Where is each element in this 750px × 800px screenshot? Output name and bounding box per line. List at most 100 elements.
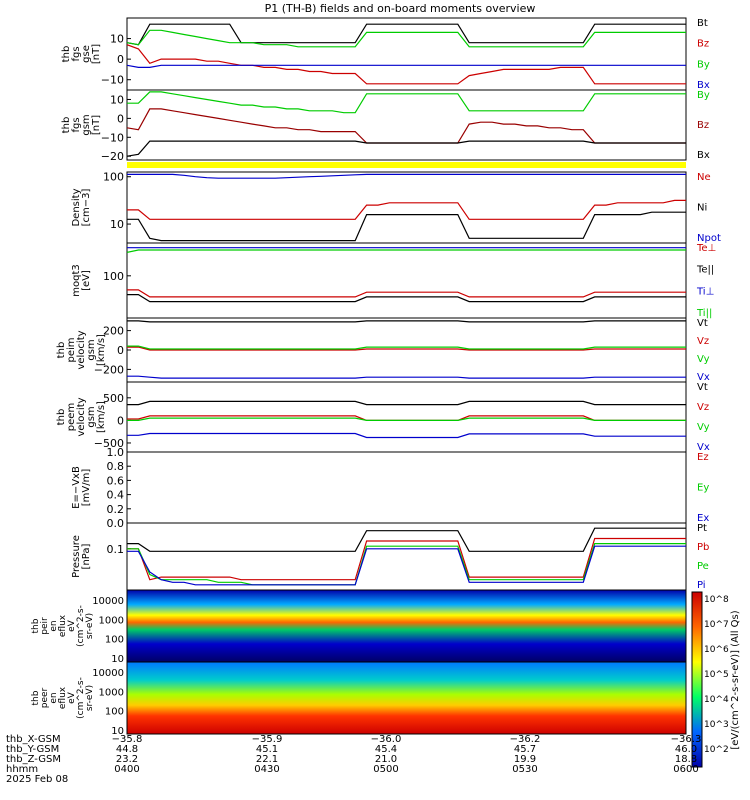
ylabel-line: fgs xyxy=(71,117,82,132)
colorbar-tick: 10^2 xyxy=(704,745,729,755)
footer-value: 21.0 xyxy=(375,754,397,765)
colorbar-scale xyxy=(691,591,703,768)
ytick-label: −10 xyxy=(101,74,124,87)
legend-Pb: Pb xyxy=(697,542,709,553)
ylabel-line: Pressure xyxy=(71,535,82,578)
series-line-Bx xyxy=(126,140,686,157)
series-line-Bx xyxy=(126,64,686,68)
series-line-By xyxy=(127,91,686,114)
panel-frame xyxy=(126,17,687,91)
series-line-Vz xyxy=(127,346,686,351)
panel-peir-spectrogram: 10000 1000 100 10 thb peir en eflux eV (cm^2-s-sr… xyxy=(31,589,687,665)
ytick-label: 1000 xyxy=(99,615,124,626)
ylabel-line: peem xyxy=(66,403,77,431)
legend-Ti||: Ti|| xyxy=(696,308,712,319)
ylabel-line: en xyxy=(49,620,59,631)
ytick-label: 0.8 xyxy=(107,460,125,473)
ylabel-line: [cm−3] xyxy=(81,189,92,227)
panel-frame xyxy=(126,242,687,319)
panel-temperature: 100 moqt3 [eV] Te⊥ Te|| Ti⊥ Ti|| xyxy=(71,242,716,319)
series-line-Vy xyxy=(127,417,686,421)
ytick-label: 10 xyxy=(110,93,124,106)
ylabel-line: eV xyxy=(67,619,77,632)
colorbar-label: [eV/(cm^2-s-sr-eV)] (All Qs) xyxy=(730,610,741,749)
footer-row-label: thb_Y-GSM xyxy=(6,744,59,755)
legend-Vz: Vz xyxy=(697,336,709,347)
legend-Bx: Bx xyxy=(697,150,710,161)
ytick-label: 0 xyxy=(117,112,124,125)
footer-value: 0430 xyxy=(254,764,279,775)
series-line-Bz xyxy=(126,108,686,144)
footer-row-label: hhmm xyxy=(6,764,38,775)
ytick-label: 0 xyxy=(117,344,124,357)
colorbar-tick: 10^8 xyxy=(704,595,729,605)
ylabel-line: eflux xyxy=(58,614,68,637)
ytick-label: 1.0 xyxy=(107,446,125,459)
series-line-By xyxy=(126,29,686,48)
ytick-label: 0 xyxy=(117,414,124,427)
series-line-Vx xyxy=(127,375,686,379)
footer-value: −35.9 xyxy=(252,734,283,745)
series-line-Pe xyxy=(127,543,686,586)
colorbar: 10^8 10^7 10^6 10^5 10^4 10^3 10^2[eV/(cm^2-s-… xyxy=(691,591,741,768)
ylabel-line: (cm^2-s- xyxy=(76,605,86,647)
series-line-Ti|| xyxy=(126,249,686,253)
footer-value: 44.8 xyxy=(116,744,138,755)
panel-frame xyxy=(126,171,687,244)
ylabel-line: velocity xyxy=(76,330,87,369)
ylabel-line: Density xyxy=(71,188,82,226)
colorbar-tick: 10^5 xyxy=(704,670,729,680)
ytick-label: 100 xyxy=(103,270,124,283)
ylabel-line: thb xyxy=(31,690,41,705)
ytick-label: 0.6 xyxy=(107,474,125,487)
legend-Ez: Ez xyxy=(697,452,709,463)
panel-frame xyxy=(126,661,687,735)
legend-By: By xyxy=(697,59,710,70)
ylabel-line: [mV/m] xyxy=(81,469,92,507)
footer-value: 0500 xyxy=(373,764,398,775)
ylabel-line: thb xyxy=(61,117,72,134)
ylabel-line: gse xyxy=(81,45,92,63)
ytick-label: 10000 xyxy=(92,668,124,679)
legend-Te||: Te|| xyxy=(696,265,714,276)
series-line-Pb xyxy=(127,537,686,581)
legend-Vt: Vt xyxy=(697,382,708,393)
ylabel-line: thb xyxy=(56,342,67,359)
series-line-Bt xyxy=(126,23,686,46)
legend-By: By xyxy=(697,90,710,101)
series-line-Pi xyxy=(127,545,686,586)
ylabel-line: thb xyxy=(56,409,67,426)
legend-Ti⊥: Ti⊥ xyxy=(696,286,714,297)
ylabel-line: velocity xyxy=(76,397,87,436)
footer-value: 45.7 xyxy=(514,744,536,755)
panel-fgs-gse: 10 0 −10 thb fgs gse [nT] Bt Bz By Bx xyxy=(61,17,710,91)
ylabel-line: thb xyxy=(31,618,41,633)
footer-value: −36.0 xyxy=(371,734,402,745)
ylabel-line: peer xyxy=(40,687,50,708)
ytick-label: −500 xyxy=(94,437,124,450)
panel-peim-velocity: 200 0 −200 thb peim velocity gsm [km/s] Vt Vz Vy Vx xyxy=(56,317,710,383)
series-line-Ne xyxy=(127,199,686,220)
footer-value: 0600 xyxy=(673,764,698,775)
footer-row-label: thb_X-GSM xyxy=(6,734,61,745)
ytick-label: 100 xyxy=(103,171,124,184)
legend-Bz: Bz xyxy=(697,39,709,50)
panel-frame xyxy=(126,89,687,161)
legend-Pi: Pi xyxy=(697,580,706,591)
ytick-label: 100 xyxy=(105,707,124,718)
colorbar-tick: 10^3 xyxy=(704,720,729,730)
footer-value: −35.8 xyxy=(112,734,143,745)
legend-Bz: Bz xyxy=(697,120,709,131)
series-line-Bz xyxy=(126,44,686,85)
series-line-Te|| xyxy=(127,294,686,303)
ylabel-line: eflux xyxy=(58,686,68,709)
legend-Pe: Pe xyxy=(697,561,709,572)
footer-date: 2025 Feb 08 xyxy=(6,774,68,785)
ytick-label: 0.0 xyxy=(107,517,125,530)
ylabel-line: [km/s] xyxy=(96,401,107,433)
series-line-Ni xyxy=(127,211,686,242)
footer-value: 45.1 xyxy=(256,744,278,755)
ytick-label: 10 xyxy=(111,654,124,665)
ytick-label: 0.1 xyxy=(107,543,125,556)
